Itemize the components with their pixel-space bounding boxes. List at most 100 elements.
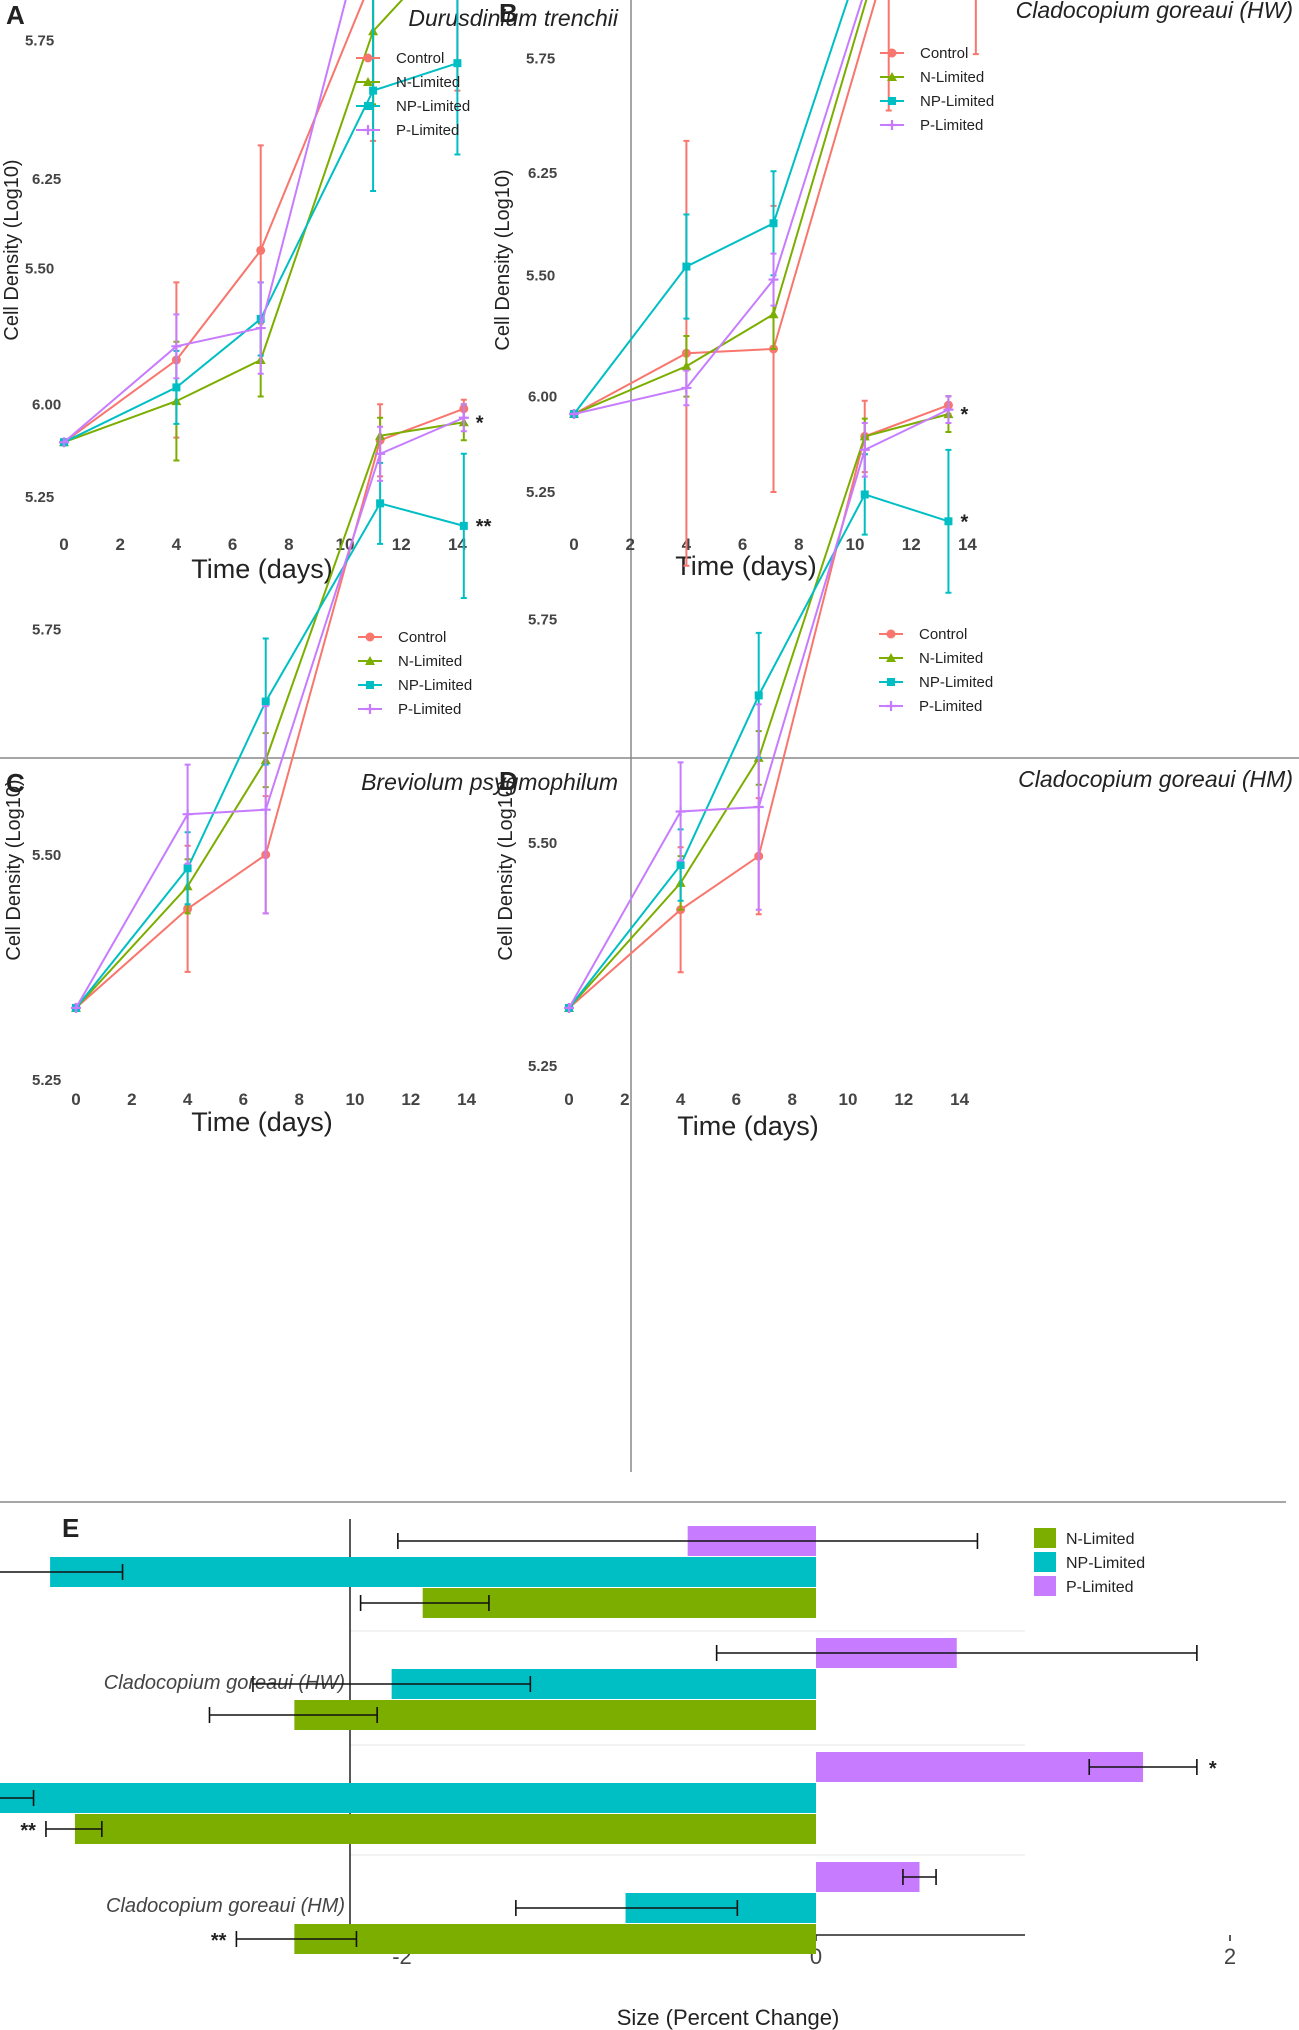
significance-marker: ** (211, 1930, 227, 1952)
x-axis-label: Size (Percent Change) (617, 2005, 840, 2030)
legend-label: P-Limited (920, 117, 983, 134)
data-point (754, 691, 763, 700)
legend-label: NP-Limited (919, 674, 993, 691)
panel-c: C Breviolum psygmophilum 5.25 5.50 5.75 6.00 6… (3, 171, 618, 1137)
data-point (172, 383, 181, 392)
significance-marker: ** (20, 1820, 36, 1842)
legend: Control N-Limited NP-Limited P-Limited (880, 45, 994, 134)
data-point (859, 444, 870, 455)
y-tick-label: 5.50 (526, 267, 555, 284)
panel-label: B (499, 0, 518, 28)
x-tick-label: 0 (71, 1090, 80, 1109)
x-axis-label: Time (days) (191, 1107, 333, 1137)
data-point (769, 219, 778, 228)
legend-marker (363, 53, 373, 63)
panel-title: Cladocopium goreaui (HM) (1018, 766, 1293, 792)
error-bar (972, 0, 979, 56)
legend-marker (363, 77, 373, 86)
x-tick-label: 2 (1224, 1944, 1236, 1969)
x-tick-label: 14 (950, 1090, 969, 1109)
x-tick-label: 2 (127, 1090, 136, 1109)
series-p-limited (564, 395, 954, 1013)
x-tick-label: 14 (958, 535, 977, 554)
series-n-limited: * (564, 395, 968, 1012)
x-tick-label: 8 (294, 1090, 303, 1109)
y-axis-label: Cell Density (Log10) (492, 169, 514, 350)
legend-swatch (1034, 1528, 1056, 1548)
x-tick-label: 6 (228, 535, 237, 554)
legend-label: N-Limited (920, 69, 984, 86)
category-label: Cladocopium goreaui (HM) (106, 1895, 345, 1917)
legend-label: NP-Limited (1066, 1555, 1145, 1572)
data-point (459, 521, 468, 530)
data-point (182, 809, 193, 820)
data-point (261, 697, 270, 706)
legend-marker (886, 629, 896, 639)
legend-label: N-Limited (396, 74, 460, 91)
x-tick-label: 0 (59, 535, 68, 554)
legend-swatch (1034, 1552, 1056, 1572)
panel-label: D (499, 766, 518, 796)
x-tick-label: 6 (239, 1090, 248, 1109)
legend-marker (887, 72, 897, 81)
data-point (458, 412, 469, 423)
legend-marker (363, 125, 373, 135)
data-point (171, 341, 182, 352)
legend-marker (365, 704, 375, 714)
series-p-limited (59, 0, 347, 448)
bar-series-np-limited: *** (0, 1557, 817, 1923)
y-tick-label: 6.00 (528, 388, 557, 405)
data-point (59, 437, 69, 448)
x-axis-label: Time (days) (677, 1111, 819, 1141)
error-bar (235, 1931, 358, 1947)
legend-marker (365, 656, 375, 665)
data-point (375, 448, 386, 459)
panel-label: A (6, 0, 25, 30)
bar (294, 1924, 816, 1954)
y-tick-label: 5.75 (25, 32, 54, 49)
x-tick-label: 14 (448, 535, 467, 554)
legend-label: P-Limited (919, 698, 982, 715)
x-tick-label: 12 (401, 1090, 420, 1109)
x-tick-label: 2 (625, 535, 634, 554)
legend-label: P-Limited (396, 122, 459, 139)
significance-marker: * (1209, 1758, 1217, 1780)
significance-marker: * (476, 412, 484, 434)
data-point (453, 59, 462, 68)
legend-marker (887, 678, 895, 686)
bar (74, 1814, 816, 1844)
panel-title: Durusdinium trenchii (408, 5, 619, 31)
legend-marker (888, 97, 896, 105)
legend-label: NP-Limited (920, 93, 994, 110)
x-tick-label: 0 (564, 1090, 573, 1109)
x-tick-label: 2 (115, 535, 124, 554)
y-tick-label: 5.25 (25, 489, 54, 506)
legend: Control N-Limited NP-Limited P-Limited (879, 626, 993, 715)
legend-marker (886, 653, 896, 662)
data-point (682, 262, 691, 271)
legend-label: Control (396, 50, 444, 67)
series-p-limited (71, 403, 469, 1013)
legend-label: Control (919, 626, 967, 643)
series-p-limited (569, 0, 864, 419)
data-point (183, 864, 192, 873)
x-tick-label: 0 (569, 535, 578, 554)
data-point (260, 804, 271, 815)
x-tick-label: 4 (172, 535, 182, 554)
data-point (753, 802, 764, 813)
y-tick-label: 5.25 (528, 1058, 557, 1075)
legend: N-Limited NP-Limited P-Limited (1034, 1528, 1145, 1596)
significance-marker: * (960, 511, 968, 533)
error-bar (397, 1533, 979, 1549)
y-axis-label: Cell Density (Log10) (3, 779, 25, 960)
legend-marker (364, 102, 372, 110)
data-point (564, 1002, 574, 1013)
x-tick-label: 6 (732, 1090, 741, 1109)
y-tick-label: 6.00 (32, 396, 61, 413)
panel-title: Cladocopium goreaui (HW) (1016, 0, 1293, 23)
legend: Control N-Limited NP-Limited P-Limited (356, 50, 470, 139)
x-tick-label: 12 (392, 535, 411, 554)
error-bar (208, 1707, 378, 1723)
legend-label: N-Limited (1066, 1531, 1134, 1548)
